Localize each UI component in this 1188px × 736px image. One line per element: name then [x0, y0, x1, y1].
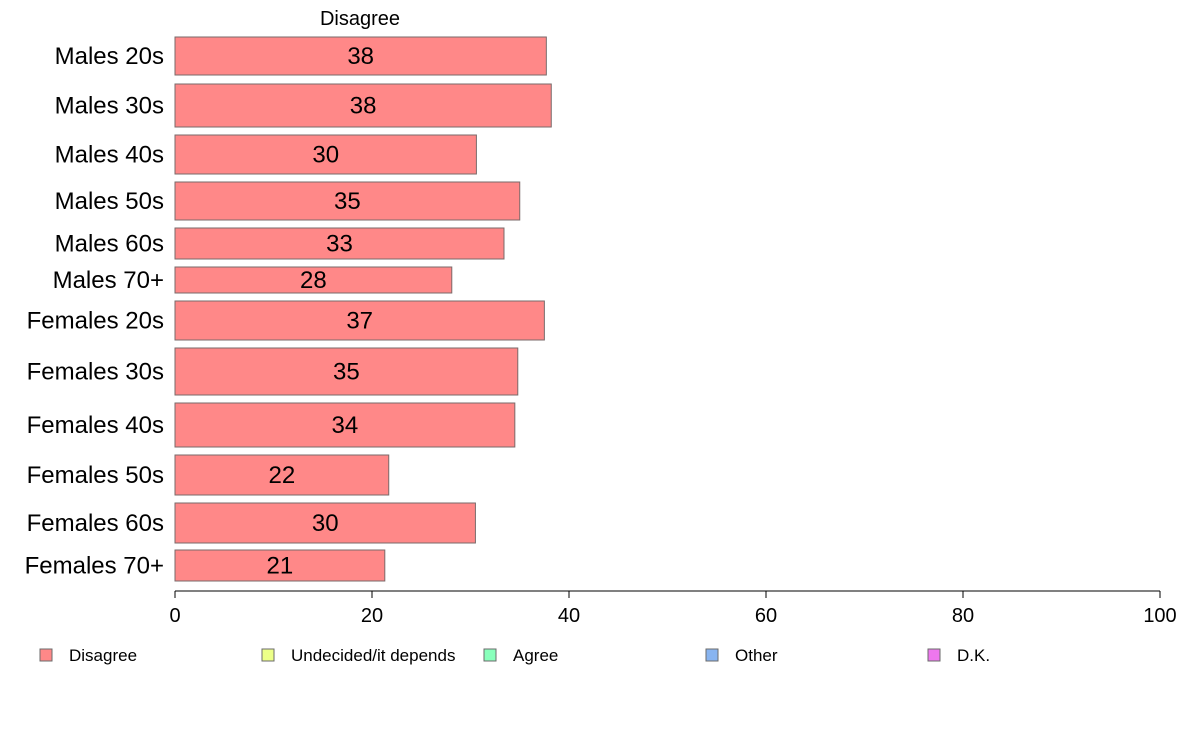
- category-label: Females 20s: [27, 308, 164, 335]
- legend-swatch: [705, 648, 719, 662]
- data-label: 30: [312, 510, 339, 537]
- x-tick-label: 40: [558, 605, 580, 627]
- legend-swatch: [261, 648, 275, 662]
- x-tick-label: 80: [952, 605, 974, 627]
- bar: [174, 134, 477, 175]
- bar: [174, 266, 453, 294]
- data-label: 38: [350, 93, 377, 120]
- category-label: Males 30s: [55, 93, 164, 120]
- value-labels: 38 38 30 35 33 28 37 35 34 22 30 21: [267, 43, 377, 580]
- legend-label: D.K.: [957, 646, 990, 665]
- legend-label: Disagree: [69, 646, 137, 665]
- category-label: Males 50s: [55, 188, 164, 215]
- category-label: Females 40s: [27, 412, 164, 439]
- x-tick-label: 60: [755, 605, 777, 627]
- data-label: 30: [312, 142, 339, 169]
- data-label: 33: [326, 231, 353, 258]
- category-label: Males 20s: [55, 43, 164, 70]
- legend-swatch: [483, 648, 497, 662]
- data-label: 38: [347, 43, 374, 70]
- bar: [174, 347, 519, 396]
- category-labels: Males 20s Males 30s Males 40s Males 50s Male…: [25, 43, 164, 580]
- bar: [174, 83, 552, 128]
- x-tick-label: 100: [1143, 605, 1176, 627]
- bar: [174, 181, 521, 221]
- bar: [174, 300, 545, 341]
- legend-label: Agree: [513, 646, 558, 665]
- bars: [174, 36, 552, 582]
- legend-swatch: [39, 648, 53, 662]
- data-label: 21: [267, 553, 294, 580]
- bar: [174, 402, 516, 448]
- category-label: Males 70+: [53, 267, 164, 294]
- x-tick-label: 0: [169, 605, 180, 627]
- data-label: 22: [269, 462, 296, 489]
- x-tick-label: 20: [361, 605, 383, 627]
- category-label: Females 70+: [25, 553, 164, 580]
- bar: [174, 36, 547, 76]
- legend-swatch: [927, 648, 941, 662]
- category-label: Females 60s: [27, 510, 164, 537]
- data-label: 28: [300, 267, 327, 294]
- category-label: Males 60s: [55, 231, 164, 258]
- data-label: 35: [333, 359, 360, 386]
- chart-title: Disagree: [320, 8, 400, 30]
- category-label: Females 30s: [27, 359, 164, 386]
- bar: [174, 454, 390, 496]
- data-label: 34: [332, 412, 359, 439]
- legend-label: Undecided/it depends: [291, 646, 455, 665]
- x-axis: 0 20 40 60 80 100: [169, 590, 1177, 627]
- legend: Disagree Undecided/it depends Agree Other D.…: [39, 646, 990, 665]
- bar: [174, 502, 476, 544]
- category-label: Females 50s: [27, 462, 164, 489]
- data-label: 37: [346, 308, 373, 335]
- legend-label: Other: [735, 646, 778, 665]
- bar: [174, 227, 505, 260]
- bar: [174, 549, 386, 582]
- category-label: Males 40s: [55, 142, 164, 169]
- data-label: 35: [334, 188, 361, 215]
